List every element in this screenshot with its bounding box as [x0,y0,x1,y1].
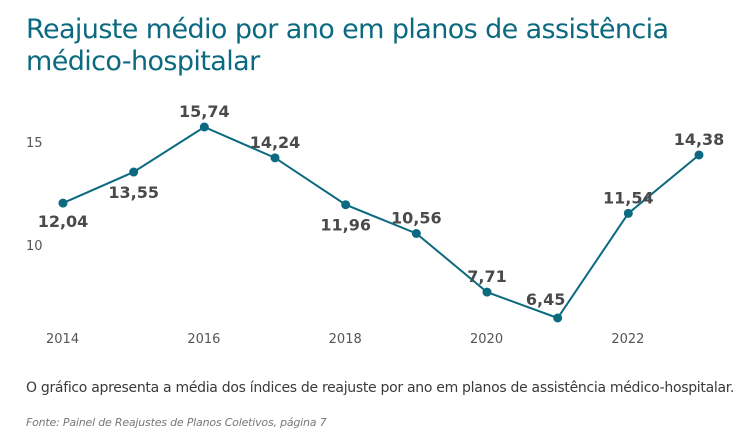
data-label: 11,96 [320,216,371,235]
data-label: 7,71 [467,267,506,286]
data-labels: 12,04 13,55 15,74 14,24 11,96 10,56 7,71 6,45 11… [38,102,725,309]
x-axis: 2014 2016 2018 2020 2022 [46,332,644,347]
data-label: 12,04 [38,212,89,231]
x-tick-label: 2018 [329,332,362,347]
data-label: 14,24 [250,133,301,152]
data-point [482,287,492,297]
y-axis: 10 15 [26,136,43,254]
y-tick-label: 10 [26,239,43,254]
data-point [411,228,421,238]
data-label: 10,56 [391,208,442,227]
chart-title: Reajuste médio por ano em planos de assi… [26,14,669,77]
x-tick-label: 2014 [46,332,79,347]
data-label: 11,54 [603,188,654,207]
data-point [694,150,704,160]
data-point [129,167,139,177]
series-line [62,125,700,320]
data-point [270,153,280,163]
data-label: 15,74 [179,102,230,121]
chart-source: Fonte: Painel de Reajustes de Planos Col… [26,416,327,429]
data-points [58,122,704,323]
data-point [553,313,563,323]
chart-caption: O gráfico apresenta a média dos índices … [26,380,735,396]
data-label: 13,55 [108,183,159,202]
data-point [623,208,633,218]
y-tick-label: 15 [26,136,43,151]
x-tick-label: 2022 [611,332,644,347]
data-label: 14,38 [674,130,725,149]
x-tick-label: 2016 [187,332,220,347]
data-point [58,198,68,208]
data-point [341,200,351,210]
x-tick-label: 2020 [470,332,503,347]
data-label: 6,45 [526,290,565,309]
data-point [199,122,209,132]
